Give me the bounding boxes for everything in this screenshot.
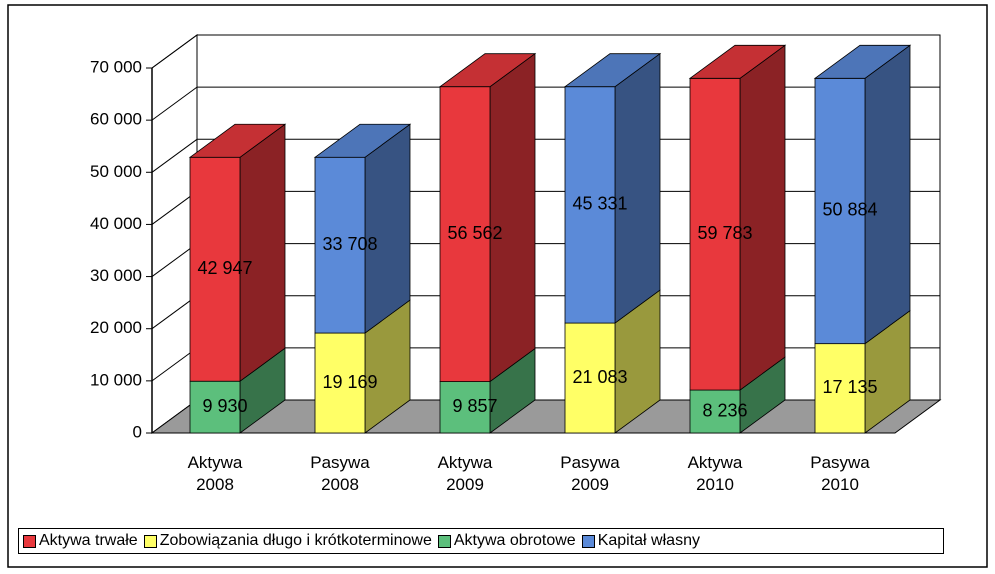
y-tick-label: 50 000 — [90, 162, 142, 181]
grid-line — [151, 243, 198, 277]
bar-top — [813, 44, 912, 79]
grid-line — [151, 34, 198, 69]
x-tick-label: Pasywa 2010 — [810, 453, 870, 494]
y-tick-label: 60 000 — [90, 110, 142, 129]
legend-swatch — [23, 534, 36, 548]
bar-side — [864, 44, 911, 345]
data-label: 9 930 — [202, 396, 247, 416]
bar — [314, 332, 366, 434]
data-label: 9 857 — [452, 396, 497, 416]
bar — [814, 343, 866, 434]
grid-line — [151, 138, 198, 173]
bar — [189, 156, 241, 382]
data-label: 8 236 — [702, 400, 747, 420]
x-tick-label: Aktywa 2008 — [187, 453, 243, 494]
bar — [189, 380, 241, 434]
legend-swatch — [581, 534, 595, 548]
data-label: 21 083 — [572, 367, 627, 387]
legend-label: Zobowiązania długo i krótkoterminowe — [159, 532, 432, 549]
y-tick-label: 0 — [133, 422, 142, 441]
bar-top — [438, 53, 537, 88]
x-tick-label: Aktywa 2009 — [437, 453, 493, 494]
grid-line — [151, 295, 198, 330]
legend-item: Zobowiązania długo i krótkoterminowe — [143, 532, 432, 550]
legend-swatch — [437, 534, 451, 548]
legend-label: Aktywa trwałe — [39, 532, 138, 549]
y-tick-label: 10 000 — [90, 370, 142, 389]
x-tick-label: Pasywa 2008 — [310, 453, 370, 494]
bar — [439, 86, 491, 383]
data-label: 42 947 — [197, 258, 252, 278]
y-tick-label: 30 000 — [90, 266, 142, 285]
bar-side — [739, 44, 786, 391]
bar-side — [364, 123, 411, 334]
grid-line — [151, 191, 198, 225]
legend: Aktywa trwałe Zobowiązania długo i krótko… — [18, 528, 944, 554]
legend-item: Aktywa trwałe — [23, 532, 138, 550]
y-tick-label: 20 000 — [90, 318, 142, 337]
y-tick-label: 70 000 — [90, 57, 142, 76]
legend-swatch — [143, 534, 157, 548]
bar-top — [313, 123, 412, 158]
bar-top — [188, 123, 287, 158]
data-label: 19 169 — [322, 372, 377, 392]
bar — [689, 77, 741, 391]
bar-side — [614, 52, 661, 324]
bar — [564, 86, 616, 324]
grid-line — [151, 347, 198, 382]
grid-line — [151, 86, 198, 121]
data-label: 33 708 — [322, 234, 377, 254]
bar-side — [489, 52, 536, 383]
bar — [439, 381, 491, 434]
data-label: 17 135 — [822, 377, 877, 397]
bar — [314, 156, 366, 334]
chart-border — [7, 4, 988, 568]
bar — [814, 77, 866, 345]
x-tick-label: Pasywa 2009 — [560, 453, 620, 494]
bar-top — [563, 53, 662, 88]
legend-label: Aktywa obrotowe — [453, 532, 576, 549]
legend-item: Kapitał własny — [581, 532, 700, 550]
data-label: 45 331 — [572, 194, 627, 214]
bar-side — [239, 123, 286, 383]
x-tick-label: Aktywa 2010 — [687, 453, 743, 494]
data-label: 50 884 — [822, 200, 877, 220]
legend-label: Kapitał własny — [597, 532, 700, 549]
bar-top — [688, 44, 787, 79]
y-tick-label: 40 000 — [90, 214, 142, 233]
bar — [689, 389, 741, 434]
legend-item: Aktywa obrotowe — [437, 532, 576, 550]
data-label: 59 783 — [697, 223, 752, 243]
data-label: 56 562 — [447, 223, 502, 243]
